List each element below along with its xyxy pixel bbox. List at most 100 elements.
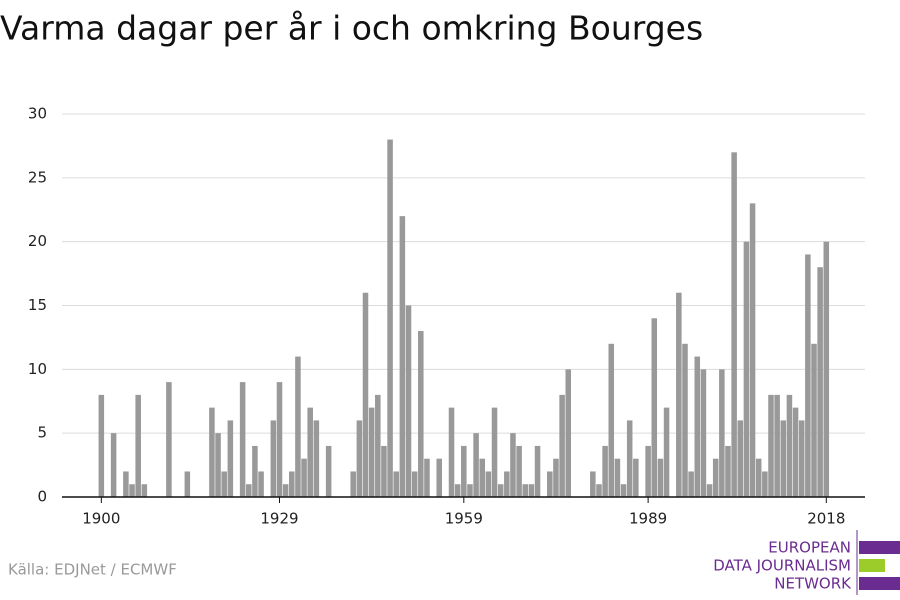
bar [436,458,442,497]
bar [350,471,356,497]
bar [620,484,627,497]
bar [817,267,823,497]
bar [805,254,811,497]
y-tick-label: 5 [37,424,47,442]
bar [307,407,313,497]
bar [166,382,172,497]
bar [129,484,135,497]
bar [602,445,608,497]
bar [645,445,651,497]
logo-text: EUROPEAN [768,539,851,557]
bar [258,471,264,497]
bar [749,203,756,497]
logo-text: NETWORK [774,575,852,593]
bar [762,471,768,497]
bar [780,420,787,497]
bar [227,420,234,497]
bar [755,458,762,497]
bar [626,420,633,497]
bar [596,484,602,497]
bar [565,369,572,497]
bar [215,433,221,497]
bar [141,484,148,497]
bar [467,484,473,497]
bar [387,139,393,498]
bar [528,484,535,497]
bar [497,484,504,497]
bar [504,471,510,497]
bar [399,216,406,497]
bar [547,471,553,497]
y-tick-label: 10 [28,360,47,378]
bar [252,445,258,497]
y-tick-label: 0 [37,488,47,506]
bar [534,445,541,497]
y-tick-label: 15 [28,296,47,314]
bar [123,471,129,497]
bar [491,407,498,497]
bar [356,420,363,497]
x-tick-label: 1929 [260,510,298,528]
logo-bar [859,559,885,572]
bar [706,484,713,497]
bar [98,394,105,497]
bar [811,343,817,497]
bar [651,318,658,497]
bar [289,471,295,497]
bar [393,471,399,497]
bar [239,382,246,497]
bar [221,471,227,497]
bar [510,433,516,497]
x-tick-label: 1989 [629,510,667,528]
logo-text: DATA JOURNALISM [713,557,851,575]
bar [424,458,430,497]
bar [676,292,682,497]
bar [313,420,320,497]
bar [473,433,479,497]
bar [411,471,418,497]
bar [774,394,780,497]
bar [485,471,492,497]
bar [110,433,117,497]
bar [461,445,467,497]
x-tick-label: 1959 [445,510,483,528]
bar [559,394,565,497]
bar [418,331,424,497]
bar [479,458,486,497]
bar [792,407,799,497]
chart-title: Varma dagar per år i och omkring Bourges [0,9,703,48]
source: Källa: EDJNet / ECMWF [8,561,177,579]
y-tick-label: 20 [28,232,47,250]
x-tick-label: 1900 [82,510,120,528]
bar [375,394,381,497]
bar [246,484,252,497]
bar [368,407,375,497]
bar [282,484,289,497]
bar [700,369,707,497]
bar [295,356,301,497]
bar [405,305,412,497]
bar [608,343,615,497]
bar [516,445,522,497]
bar [663,407,670,497]
bar [712,458,719,497]
bar [276,382,283,497]
bar [614,458,621,497]
bar [381,445,387,497]
bar [737,420,744,497]
bar [682,343,688,497]
bar [743,241,750,497]
bar [694,356,701,497]
bar [786,394,793,497]
bar [209,407,215,497]
x-tick-label: 2018 [807,510,845,528]
bar [725,445,731,497]
bar [448,407,455,497]
logo-bar [859,541,900,554]
logo: EUROPEAN DATA JOURNALISM NETWORK [713,530,900,595]
bar [633,458,639,497]
bar [184,471,191,497]
bar [270,420,277,497]
bar [135,394,141,497]
